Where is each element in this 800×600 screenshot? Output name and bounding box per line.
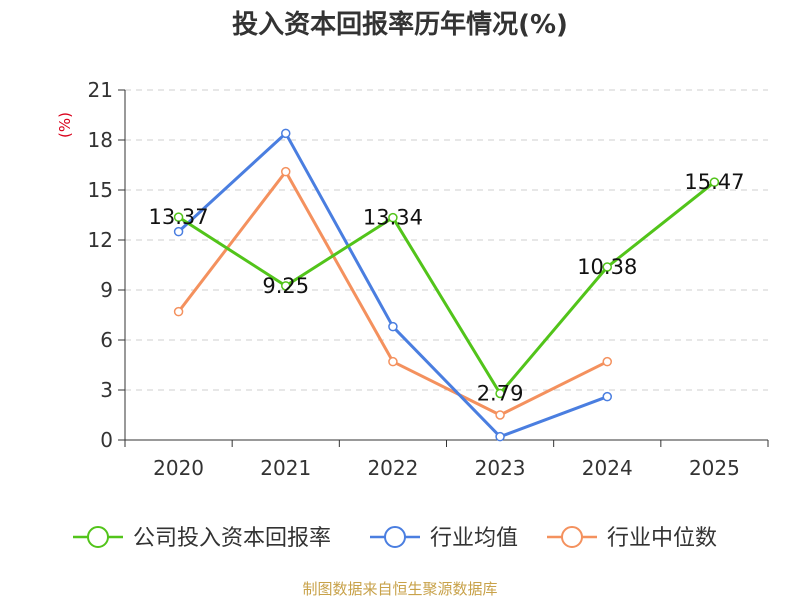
data-point bbox=[281, 166, 291, 177]
x-tick-label: 2021 bbox=[260, 456, 311, 480]
data-label: 9.25 bbox=[262, 274, 309, 298]
y-tick-label: 3 bbox=[100, 378, 113, 402]
x-tick-label: 2025 bbox=[689, 456, 740, 480]
x-tick-label: 2022 bbox=[367, 456, 418, 480]
data-point bbox=[602, 356, 612, 367]
data-point bbox=[709, 177, 720, 187]
legend-item-1: 行业均值 bbox=[370, 526, 518, 551]
y-tick-label: 18 bbox=[88, 128, 113, 152]
data-point bbox=[602, 391, 612, 402]
series-line bbox=[177, 180, 716, 395]
legend-marker bbox=[384, 526, 406, 548]
data-point bbox=[281, 281, 291, 291]
x-tick-label: 2023 bbox=[475, 456, 526, 480]
data-point bbox=[602, 262, 612, 272]
x-tick-label: 2024 bbox=[582, 456, 633, 480]
legend-item-0: 公司投入资本回报率 bbox=[73, 526, 331, 551]
legend-label: 行业均值 bbox=[430, 526, 518, 551]
data-point bbox=[173, 226, 184, 237]
data-label: 13.37 bbox=[149, 205, 209, 229]
legend-label: 公司投入资本回报率 bbox=[133, 526, 331, 551]
data-label: 13.34 bbox=[363, 206, 423, 230]
data-point bbox=[495, 431, 505, 442]
y-tick-label: 21 bbox=[88, 78, 113, 102]
series-1 bbox=[173, 128, 612, 442]
y-axis-label: (%) bbox=[56, 112, 74, 138]
legend-marker bbox=[87, 526, 109, 548]
y-tick-label: 6 bbox=[100, 328, 113, 352]
data-point bbox=[173, 212, 184, 222]
series-2 bbox=[173, 166, 612, 420]
series-line bbox=[177, 131, 608, 439]
data-point bbox=[388, 321, 398, 332]
data-point bbox=[495, 388, 505, 399]
data-label: 15.47 bbox=[684, 170, 744, 194]
series-0 bbox=[173, 177, 720, 399]
data-point bbox=[388, 212, 398, 223]
legend-label: 行业中位数 bbox=[607, 526, 717, 551]
data-point bbox=[495, 410, 505, 420]
y-tick-label: 15 bbox=[88, 178, 113, 202]
legend-marker bbox=[561, 526, 583, 548]
chart-title: 投入资本回报率历年情况(%) bbox=[232, 10, 568, 40]
data-label: 2.79 bbox=[477, 382, 524, 406]
x-tick-label: 2020 bbox=[153, 456, 204, 480]
data-point bbox=[173, 306, 184, 317]
source-note: 制图数据来自恒生聚源数据库 bbox=[302, 580, 498, 598]
data-point bbox=[281, 128, 291, 139]
data-label: 10.38 bbox=[577, 255, 637, 279]
data-point bbox=[388, 356, 398, 367]
y-tick-label: 12 bbox=[88, 228, 113, 252]
y-tick-label: 0 bbox=[100, 428, 113, 452]
legend-item-2: 行业中位数 bbox=[547, 526, 717, 551]
y-tick-label: 9 bbox=[100, 278, 113, 302]
